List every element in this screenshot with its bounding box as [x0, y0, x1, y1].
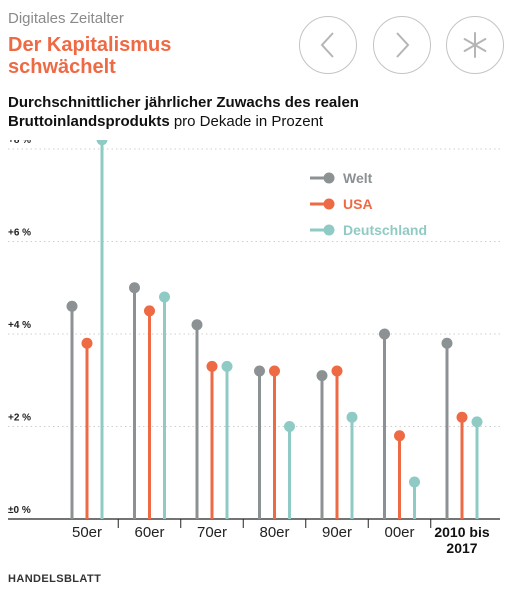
- page-title: Der Kapitalismus schwächelt: [8, 34, 172, 78]
- chart-subtitle: Durchschnittlicher jährlicher Zuwachs de…: [8, 93, 488, 131]
- data-point: [379, 328, 390, 340]
- data-point: [144, 305, 155, 317]
- y-tick-label: +8 %: [8, 140, 31, 146]
- x-tick-label: 00er: [384, 524, 414, 541]
- y-tick-label: +6 %: [8, 228, 31, 239]
- chart: ±0 % +2 % +4 % +6 % +8 % 50er 60er 70er 80er 90er…: [8, 140, 500, 556]
- data-point: [409, 476, 420, 488]
- legend-swatch-dot: [323, 224, 335, 236]
- chevron-left-icon: [320, 32, 334, 58]
- data-point: [316, 370, 328, 382]
- data-point: [206, 360, 218, 372]
- data-point: [254, 365, 265, 377]
- y-tick-label: +4 %: [8, 320, 31, 331]
- legend-swatch-dot: [323, 172, 335, 184]
- data-point: [394, 430, 405, 442]
- data-point: [191, 319, 203, 331]
- legend-swatch-dot: [323, 198, 335, 210]
- x-tick-label: 2017: [446, 540, 477, 556]
- legend-label: Deutschland: [343, 222, 427, 238]
- kicker: Digitales Zeitalter: [8, 10, 124, 27]
- next-button[interactable]: [373, 16, 431, 74]
- legend-label: Welt: [343, 170, 373, 186]
- source-label: HANDELSBLATT: [8, 573, 102, 585]
- data-point: [441, 337, 453, 349]
- data-point: [284, 421, 295, 432]
- x-tick-label: 80er: [259, 524, 289, 541]
- subtitle-normal: pro Dekade in Prozent: [169, 113, 324, 130]
- subtitle-bold: Durchschnittlicher jährlicher Zuwachs de…: [8, 94, 359, 130]
- x-tick-label: 50er: [72, 524, 102, 541]
- y-tick-label: ±0 %: [8, 505, 31, 516]
- asterisk-icon: [463, 32, 487, 58]
- data-point: [346, 411, 358, 423]
- data-point: [159, 291, 170, 303]
- data-point: [331, 365, 343, 377]
- y-tick-label: +2 %: [8, 413, 31, 424]
- data-point: [96, 140, 108, 146]
- x-tick-label: 70er: [197, 524, 227, 541]
- x-tick-label: 2010 bis: [434, 524, 489, 540]
- data-point: [456, 411, 468, 423]
- data-point: [81, 337, 93, 349]
- data-point: [269, 365, 280, 377]
- previous-button[interactable]: [299, 16, 357, 74]
- x-tick-label: 60er: [134, 524, 164, 541]
- legend-label: USA: [343, 196, 373, 212]
- data-point: [471, 416, 483, 428]
- share-button[interactable]: [446, 16, 504, 74]
- chevron-right-icon: [396, 32, 410, 58]
- data-point: [66, 300, 78, 312]
- x-tick-label: 90er: [322, 524, 352, 541]
- data-point: [129, 282, 140, 294]
- data-point: [221, 360, 233, 372]
